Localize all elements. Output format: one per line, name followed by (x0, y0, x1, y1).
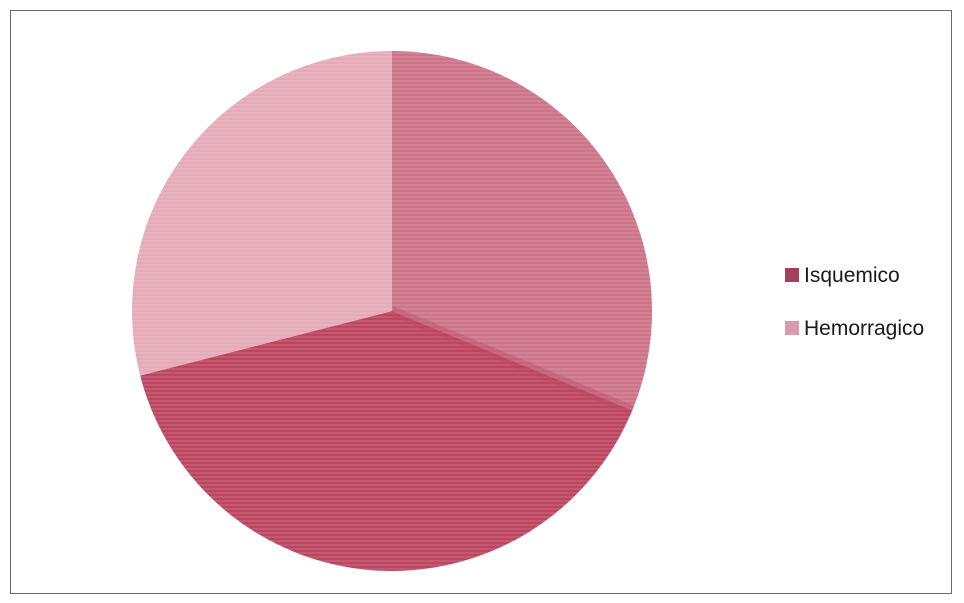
pie-slices (132, 51, 653, 571)
legend-label-isquemico: Isquemico (804, 264, 900, 287)
legend-swatch-hemorragico (785, 321, 799, 335)
slice-shade-blend (390, 306, 635, 415)
legend-label-hemorragico: Hemorragico (804, 317, 924, 340)
slice-isquemico-upper-texture (392, 51, 653, 411)
legend-swatch-isquemico (785, 268, 799, 282)
slice-isquemico-lower-texture (140, 311, 633, 571)
legend: Isquemico Hemorragico (785, 264, 924, 340)
slice-hemorragico-texture (132, 51, 392, 376)
